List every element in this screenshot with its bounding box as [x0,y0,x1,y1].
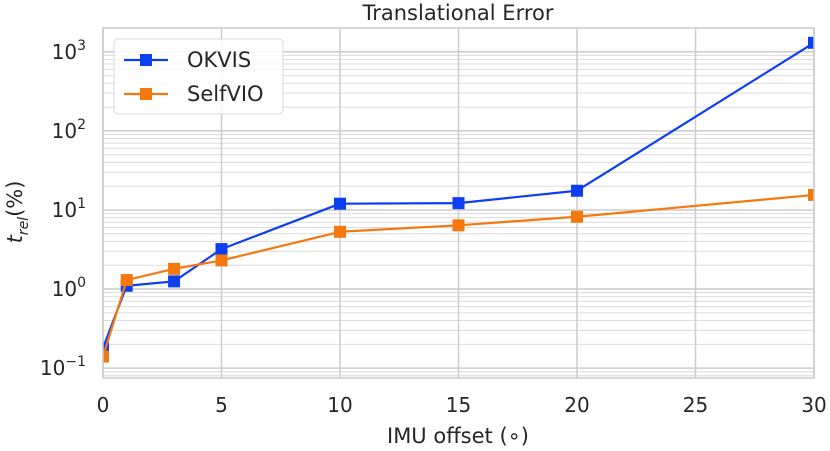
y-tick-label-base: 10 [52,198,77,222]
series-marker-okvis [168,275,181,288]
x-tick-label: 30 [801,393,826,417]
series-marker-okvis [334,197,346,210]
y-tick-label: 10−1 [40,354,86,380]
legend-marker-okvis [140,54,152,66]
y-axis-label-suffix: (%) [3,181,27,217]
x-tick-label: 20 [564,393,589,417]
series-marker-selfvio [103,350,109,363]
y-axis-label-base: t [3,234,27,243]
plot-frame [102,27,815,379]
legend: OKVIS SelfVIO [113,38,284,115]
y-tick-label-base: 10 [52,277,77,301]
x-axis-label: IMU offset (∘) [387,424,529,448]
x-tick-label: 25 [683,393,708,417]
series-layer [103,36,814,363]
series-marker-selfvio [334,225,346,238]
x-tick-label: 0 [97,393,110,417]
series-marker-okvis [571,184,583,197]
x-tick-label: 10 [327,393,352,417]
series-marker-selfvio [215,254,228,267]
legend-label-selfvio: SelfVIO [187,82,264,106]
y-tick-label-exponent: −1 [65,354,86,370]
legend-box [113,38,284,115]
x-tick-label: 15 [446,393,471,417]
series-marker-selfvio [452,219,465,232]
y-tick-label-exponent: 3 [77,38,86,54]
x-tick-label: 5 [215,393,228,417]
y-tick-label-exponent: 0 [77,275,86,291]
legend-label-okvis: OKVIS [187,48,251,72]
series-marker-okvis [215,243,228,256]
series-line-okvis [103,41,814,349]
y-tick-label: 100 [52,275,86,301]
y-tick-label-exponent: 1 [77,196,86,212]
series-marker-selfvio [168,262,181,275]
chart-title: Translational Error [362,1,554,25]
series-line-selfvio [103,193,814,357]
y-tick-label-base: 10 [52,40,77,64]
series-marker-selfvio [571,210,583,223]
series-marker-okvis [452,197,465,210]
y-axis-label-subscript: rel [16,217,32,235]
y-tick-label: 101 [52,196,86,222]
y-tick-label-base: 10 [52,119,77,143]
series-marker-selfvio [808,188,814,201]
axes [102,27,815,379]
y-tick-label: 102 [52,117,86,143]
series-marker-selfvio [120,274,133,287]
plot-area [103,36,814,363]
legend-marker-selfvio [140,88,152,100]
y-tick-label-base: 10 [40,356,65,380]
series-marker-okvis [808,36,814,49]
y-tick-label-exponent: 2 [77,117,86,133]
y-tick-label: 103 [52,38,86,64]
y-axis-label: trel(%) [3,181,32,244]
